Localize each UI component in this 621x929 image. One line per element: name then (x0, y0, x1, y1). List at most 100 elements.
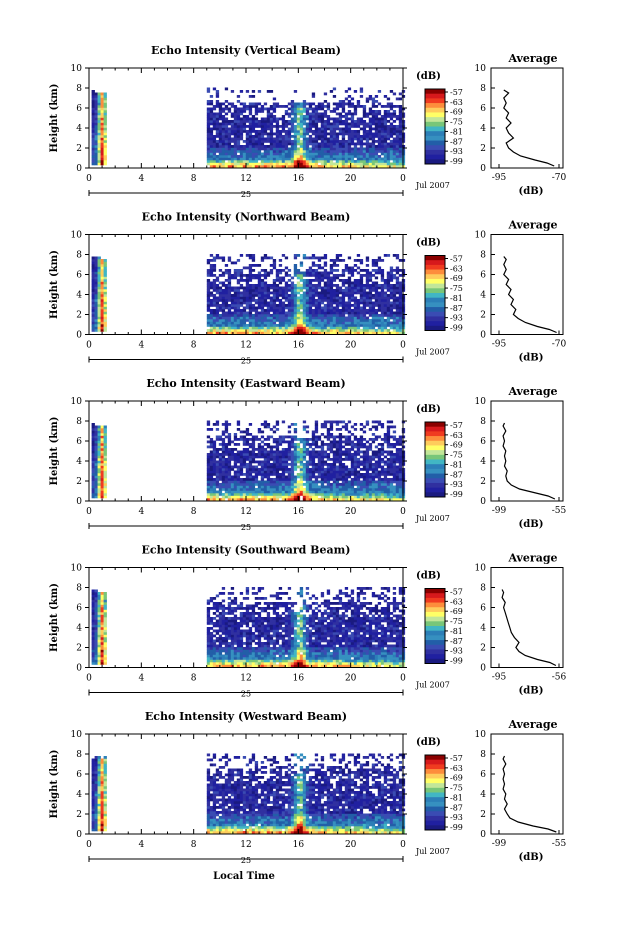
heatmap-cell (344, 120, 349, 123)
heatmap-cell (302, 284, 307, 287)
heatmap-cell (350, 314, 355, 317)
heatmap-cell (224, 264, 229, 267)
heatmap-cell (209, 326, 214, 330)
heatmap-cell (221, 125, 226, 128)
heatmap-cell (272, 478, 277, 481)
heatmap-cell (94, 296, 98, 300)
heatmap-cell (329, 428, 334, 431)
heatmap-cell (248, 132, 253, 136)
heatmap-cell (395, 311, 400, 315)
heatmap-cell (332, 296, 337, 300)
heatmap-cell (323, 115, 328, 118)
heatmap-cell (365, 162, 370, 166)
heatmap-cell (329, 314, 334, 317)
heatmap-cell (380, 306, 385, 310)
heatmap-cell (103, 130, 107, 133)
heatmap-cell (314, 475, 319, 479)
heatmap-cell (302, 296, 307, 300)
heatmap-cell (218, 115, 223, 118)
heatmap-cell (91, 458, 95, 461)
heatmap-cell (254, 465, 259, 469)
heatmap-cell (314, 105, 319, 108)
heatmap-cell (215, 470, 220, 474)
heatmap-cell (365, 256, 370, 260)
heatmap-cell (260, 296, 265, 300)
heatmap-cell (263, 155, 268, 158)
heatmap-cell (263, 102, 268, 106)
heatmap-cell (215, 112, 220, 116)
heatmap-cell (290, 165, 295, 168)
heatmap-cell (311, 95, 316, 98)
heatmap-cell (302, 443, 307, 446)
heatmap-cell (257, 152, 262, 156)
heatmap-cell (260, 117, 265, 121)
heatmap-cell (293, 301, 298, 305)
heatmap-cell (326, 420, 331, 424)
heatmap-cell (91, 450, 95, 454)
heatmap-cell (100, 440, 104, 444)
heatmap-cell (248, 120, 253, 123)
heatmap-cell (332, 326, 337, 330)
heatmap-cell (97, 448, 101, 451)
heatmap-cell (97, 142, 101, 146)
heatmap-cell (227, 294, 232, 297)
heatmap-cell (284, 468, 289, 471)
heatmap-cell (308, 256, 313, 260)
heatmap-cell (311, 92, 316, 96)
heatmap-cell (284, 271, 289, 275)
heatmap-cell (236, 475, 241, 479)
heatmap-cell (326, 301, 331, 305)
heatmap-cell (230, 130, 235, 133)
heatmap-cell (97, 465, 101, 469)
heatmap-cell (347, 291, 352, 295)
heatmap-cell (356, 142, 361, 146)
heatmap-cell (100, 326, 104, 330)
heatmap-cell (251, 274, 256, 277)
heatmap-cell (275, 152, 280, 156)
heatmap-cell (392, 147, 397, 151)
heatmap-cell (284, 488, 289, 491)
heatmap-cell (332, 142, 337, 146)
heatmap-cell (263, 289, 268, 292)
heatmap-cell (386, 115, 391, 118)
heatmap-cell (314, 430, 319, 434)
heatmap-cell (263, 276, 268, 280)
heatmap-cell (368, 319, 373, 322)
heatmap-cell (374, 100, 379, 103)
heatmap-cell (320, 140, 325, 143)
heatmap-cell (350, 120, 355, 123)
heatmap-cell (389, 326, 394, 330)
heatmap-cell (332, 473, 337, 476)
heatmap-cell (392, 152, 397, 156)
heatmap-cell (218, 274, 223, 277)
heatmap-cell (302, 279, 307, 282)
heatmap-cell (335, 453, 340, 456)
heatmap-cell (389, 102, 394, 106)
heatmap-cell (386, 284, 391, 287)
heatmap-cell (260, 152, 265, 156)
heatmap-cell (266, 460, 271, 464)
heatmap-cell (100, 445, 104, 449)
heatmap-cell (275, 279, 280, 282)
heatmap-cell (97, 95, 101, 98)
heatmap-cell (94, 145, 98, 148)
heatmap-cell (287, 316, 292, 320)
heatmap-cell (356, 301, 361, 305)
heatmap-cell (215, 478, 220, 481)
heatmap-cell (239, 271, 244, 275)
heatmap-cell (215, 423, 220, 426)
heatmap-cell (338, 485, 343, 489)
heatmap-cell (305, 122, 310, 126)
heatmap-cell (350, 152, 355, 156)
heatmap-cell (251, 286, 256, 290)
heatmap-cell (299, 135, 304, 138)
heatmap-cell (296, 311, 301, 315)
heatmap-cell (218, 145, 223, 148)
heatmap-cell (356, 102, 361, 106)
heatmap-cell (338, 440, 343, 444)
heatmap-cell (218, 478, 223, 481)
heatmap-cell (284, 498, 289, 501)
heatmap-cell (97, 319, 101, 322)
heatmap-cell (221, 117, 226, 121)
heatmap-cell (344, 423, 349, 426)
